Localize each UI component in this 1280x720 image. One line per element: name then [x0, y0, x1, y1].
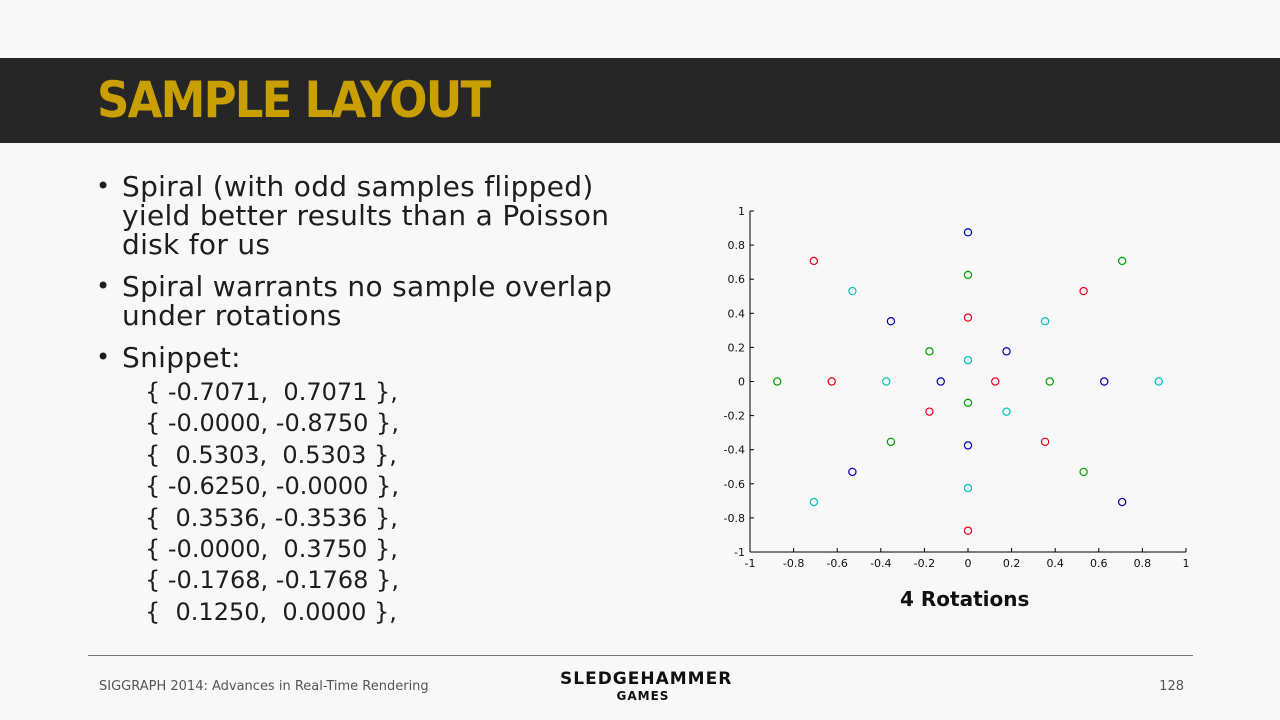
- scatter-point: [963, 355, 973, 365]
- scatter-point: [1154, 377, 1163, 386]
- bullet-item: • Spiral (with odd samples flipped) yiel…: [96, 172, 656, 259]
- x-tick-label: 0.6: [1090, 557, 1108, 570]
- scatter-point: [1002, 347, 1011, 356]
- x-tick-label: -0.2: [914, 557, 935, 570]
- scatter-point: [1100, 377, 1109, 386]
- footer-divider: [88, 655, 1193, 656]
- scatter-point: [963, 313, 973, 322]
- scatter-point: [991, 377, 1000, 386]
- snippet-line: { -0.6250, -0.0000 },: [145, 472, 399, 501]
- snippet-line: { -0.0000, 0.3750 },: [145, 535, 398, 564]
- bullet-item: • Spiral warrants no sample overlap unde…: [96, 272, 656, 330]
- x-tick-label: 0: [965, 557, 972, 570]
- company-logo: SLEDGEHAMMER GAMES: [560, 669, 733, 703]
- bullet-icon: •: [96, 343, 111, 371]
- x-tick-label: 0.4: [1046, 557, 1064, 570]
- scatter-point: [1040, 437, 1050, 446]
- snippet-line: { 0.3536, -0.3536 },: [145, 503, 398, 532]
- y-tick-label: -1: [734, 546, 745, 559]
- x-tick-label: 1: [1183, 557, 1190, 570]
- logo-sub-text: GAMES: [616, 689, 670, 703]
- bullet-item: • Snippet:: [96, 343, 656, 372]
- scatter-point: [809, 256, 819, 266]
- y-tick-label: -0.2: [724, 410, 745, 423]
- bullet-text: Snippet:: [122, 341, 241, 374]
- y-tick-label: -0.8: [724, 512, 745, 525]
- code-snippet: { -0.7071, 0.7071 }, { -0.0000, -0.8750 …: [145, 377, 399, 628]
- bullet-text: Spiral (with odd samples flipped) yield …: [122, 170, 610, 261]
- bullet-icon: •: [96, 272, 111, 300]
- scatter-point: [1079, 286, 1088, 296]
- snippet-line: { 0.5303, 0.5303 },: [145, 440, 397, 469]
- footer-conference: SIGGRAPH 2014: Advances in Real-Time Ren…: [99, 679, 429, 694]
- scatter-point: [882, 377, 891, 386]
- scatter-point: [925, 407, 934, 416]
- scatter-point: [1117, 497, 1127, 507]
- scatter-chart: -1 -0.8 -0.6 -0.4 -0.2 0 0.2 0.4 0.6 0.8 1 1 0.8 0.6 0…: [700, 195, 1200, 575]
- x-tick-label: -0.6: [826, 557, 847, 570]
- scatter-point: [925, 347, 934, 356]
- scatter-point: [963, 398, 973, 408]
- scatter-point: [936, 377, 945, 386]
- chart-title: 4 Rotations: [900, 587, 1030, 611]
- snippet-line: { -0.1768, -0.1768 },: [145, 566, 399, 595]
- snippet-line: { 0.1250, 0.0000 },: [145, 597, 397, 626]
- y-tick-label: 0.6: [728, 273, 746, 286]
- scatter-point: [773, 377, 782, 386]
- x-tick-label: 0.2: [1003, 557, 1021, 570]
- y-tick-label: 0.4: [728, 307, 746, 320]
- scatter-point: [963, 441, 973, 450]
- title-bar: [0, 58, 1280, 143]
- scatter-point: [1079, 467, 1088, 477]
- scatter-point: [963, 483, 973, 493]
- scatter-point: [1117, 256, 1127, 266]
- x-tick-label: -1: [745, 557, 756, 570]
- bullet-text: Spiral warrants no sample overlap under …: [122, 270, 613, 332]
- scatter-point: [1045, 377, 1054, 386]
- snippet-line: { -0.7071, 0.7071 },: [145, 378, 398, 406]
- scatter-point: [886, 437, 896, 446]
- x-tick-label: 0.8: [1134, 557, 1152, 570]
- scatter-point: [886, 317, 896, 326]
- y-tick-label: 0: [738, 376, 745, 389]
- snippet-line: { -0.0000, -0.8750 },: [145, 409, 399, 438]
- bullet-list: • Spiral (with odd samples flipped) yiel…: [96, 172, 656, 385]
- slide-title: SAMPLE LAYOUT: [97, 71, 491, 129]
- scatter-point: [827, 377, 836, 386]
- bullet-icon: •: [96, 172, 111, 200]
- x-tick-label: -0.4: [870, 557, 891, 570]
- scatter-point: [963, 526, 973, 535]
- scatter-point: [963, 270, 973, 280]
- y-tick-label: -0.4: [724, 444, 745, 457]
- page-number: 128: [1159, 679, 1184, 694]
- chart-svg: -1 -0.8 -0.6 -0.4 -0.2 0 0.2 0.4 0.6 0.8 1 1 0.8 0.6 0…: [724, 205, 1190, 570]
- scatter-point: [963, 228, 973, 237]
- y-tick-label: 1: [738, 205, 745, 218]
- y-tick-label: -0.6: [724, 478, 745, 491]
- y-tick-label: 0.2: [728, 341, 746, 354]
- scatter-point: [809, 497, 819, 507]
- y-tick-label: 0.8: [728, 239, 746, 252]
- scatter-point: [1002, 407, 1011, 416]
- scatter-point: [1040, 317, 1050, 326]
- scatter-point: [848, 467, 857, 477]
- x-tick-label: -0.8: [783, 557, 804, 570]
- scatter-point: [848, 286, 857, 296]
- logo-main-text: SLEDGEHAMMER: [560, 669, 733, 689]
